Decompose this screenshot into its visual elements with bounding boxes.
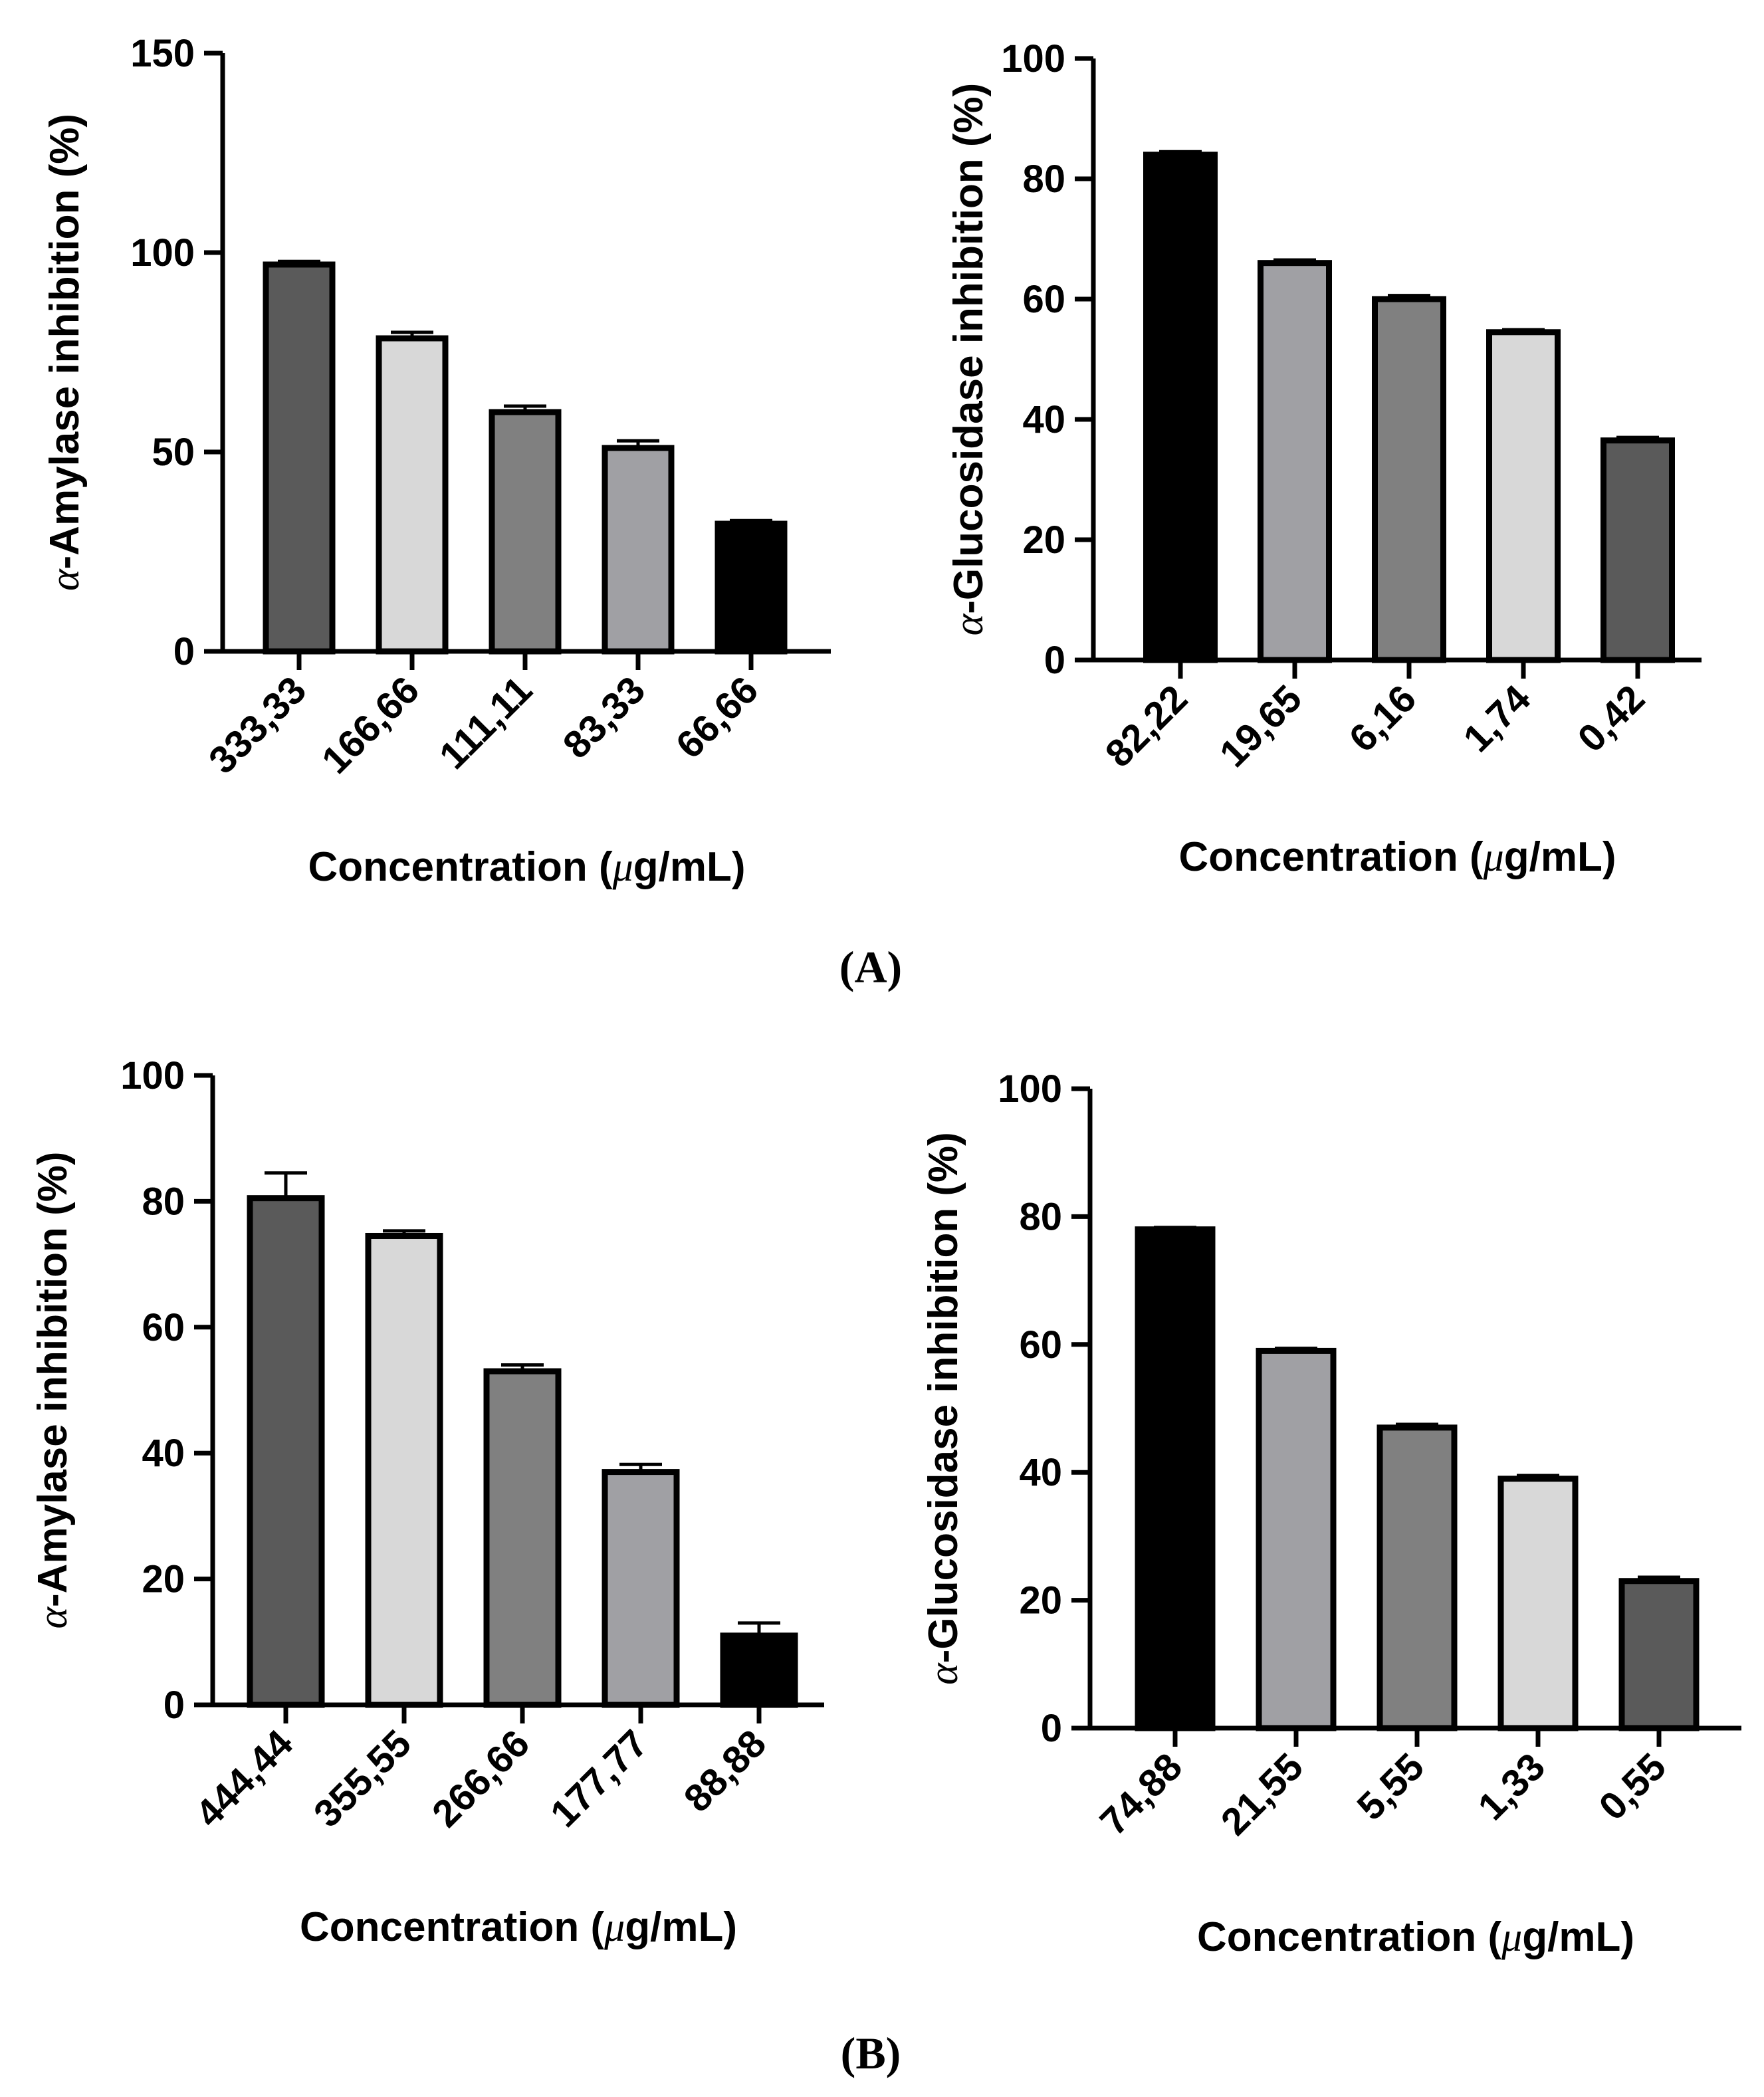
bar [1258, 260, 1332, 663]
bar [365, 1232, 443, 1708]
bar [1377, 1424, 1458, 1731]
y-tick-label: 0 [173, 630, 195, 673]
y-tick-label: 80 [1019, 1195, 1062, 1238]
x-axis-title: Concentration (μg/mL) [308, 844, 746, 890]
y-tick-label: 0 [1041, 1707, 1062, 1750]
y-tick-label: 0 [164, 1684, 185, 1727]
y-tick-label: 80 [142, 1180, 185, 1223]
y-tick-label: 100 [130, 231, 195, 275]
y-tick-label: 40 [142, 1432, 185, 1475]
panel-label-a: (A) [839, 942, 902, 992]
y-tick-label: 20 [142, 1558, 185, 1601]
y-tick-label: 40 [1019, 1451, 1062, 1494]
bar [247, 1195, 325, 1708]
y-axis-title: α-Amylase inhibition (%) [42, 114, 88, 591]
panel-label-b: (B) [841, 2028, 901, 2078]
y-axis-title: α-Glucosidase inhibition (%) [921, 1132, 966, 1685]
y-tick-label: 100 [120, 1054, 185, 1097]
bar [1372, 296, 1446, 663]
bar [1600, 437, 1675, 663]
y-axis-title: α-Amylase inhibition (%) [30, 1151, 76, 1628]
bar [720, 1632, 798, 1708]
bar [483, 1368, 562, 1708]
y-tick-label: 100 [1001, 37, 1065, 80]
bar [1497, 1476, 1579, 1731]
y-tick-label: 0 [1044, 639, 1065, 682]
bar [1618, 1578, 1700, 1731]
bar [715, 520, 788, 655]
y-tick-label: 150 [130, 32, 195, 75]
y-tick-label: 40 [1022, 398, 1065, 441]
x-axis-title: Concentration (μg/mL) [1179, 834, 1616, 880]
y-tick-label: 80 [1022, 158, 1065, 201]
bar [602, 1469, 680, 1708]
y-tick-label: 60 [1022, 278, 1065, 321]
x-axis-title: Concentration (μg/mL) [300, 1904, 737, 1950]
y-tick-label: 100 [998, 1067, 1062, 1111]
bar [1143, 152, 1218, 663]
y-tick-label: 60 [142, 1306, 185, 1349]
bar [1135, 1226, 1216, 1731]
y-axis-title: α-Glucosidase inhibition (%) [946, 83, 992, 636]
y-tick-label: 20 [1019, 1579, 1062, 1622]
bar [263, 261, 336, 655]
bar [489, 409, 562, 655]
y-tick-label: 50 [152, 431, 195, 474]
bar [1256, 1347, 1337, 1731]
bar [1486, 329, 1561, 663]
x-axis-title: Concentration (μg/mL) [1197, 1914, 1634, 1960]
bar [602, 445, 675, 655]
bar [376, 335, 449, 655]
y-tick-label: 60 [1019, 1323, 1062, 1367]
y-tick-label: 20 [1022, 518, 1065, 562]
